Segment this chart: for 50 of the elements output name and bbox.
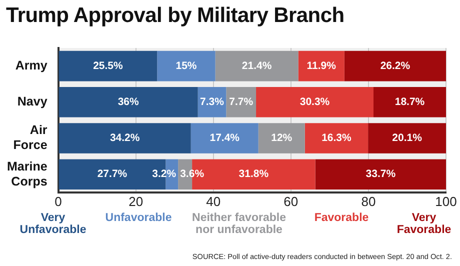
bar (304, 123, 368, 154)
bar (58, 123, 191, 154)
x-tick-label: 80 (361, 194, 376, 209)
series-label: Very Unfavorable (18, 212, 88, 238)
data-label: 33.7% (366, 168, 396, 180)
data-label: 3.2% (152, 168, 177, 180)
bar (258, 123, 305, 154)
data-label: 25.5% (93, 60, 124, 72)
data-label: 34.2% (110, 132, 140, 144)
x-tick-label: 100 (435, 194, 457, 209)
data-label: 30.3% (300, 96, 330, 108)
data-label: 27.7% (97, 168, 128, 180)
series-label: Neither favorable nor unfavorable (191, 212, 287, 238)
data-label: 7.3% (200, 96, 225, 108)
data-label: 26.2% (380, 60, 411, 72)
data-label: 12% (271, 132, 293, 144)
x-tick-label: 0 (54, 194, 62, 209)
data-label: 15% (176, 60, 198, 72)
data-label: 16.3% (322, 132, 352, 144)
x-tick-label: 20 (128, 194, 144, 209)
y-tick-label: Air Force (13, 123, 48, 152)
x-tick-label: 60 (284, 194, 298, 209)
bar (58, 50, 158, 82)
data-label: 3.6% (180, 168, 205, 180)
data-label: 18.7% (394, 96, 426, 108)
data-label: 21.4% (242, 60, 272, 72)
bar (215, 50, 298, 82)
y-tick-label: Army (15, 58, 48, 73)
x-tick-label: 40 (206, 194, 221, 209)
bar (368, 123, 446, 154)
y-tick-label: Marine Corps (6, 159, 48, 188)
bar (256, 86, 374, 118)
bar (226, 86, 256, 118)
data-label: 36% (118, 96, 140, 108)
data-label: 31.8% (238, 168, 270, 180)
bar (190, 123, 258, 154)
data-label: 17.4% (210, 132, 240, 144)
chart-title: Trump Approval by Military Branch (5, 3, 346, 29)
bar (157, 50, 216, 82)
data-label: 20.1% (392, 132, 423, 144)
series-label: Unfavorable (104, 212, 173, 226)
data-label: 11.9% (306, 60, 337, 72)
data-label: 7.7% (229, 96, 254, 108)
series-label: Very Favorable (396, 212, 452, 238)
bar (374, 86, 446, 118)
y-tick-label: Navy (17, 94, 48, 109)
bar (58, 86, 198, 118)
bar (315, 159, 446, 190)
bar (344, 50, 446, 82)
series-label: Favorable (313, 212, 370, 226)
